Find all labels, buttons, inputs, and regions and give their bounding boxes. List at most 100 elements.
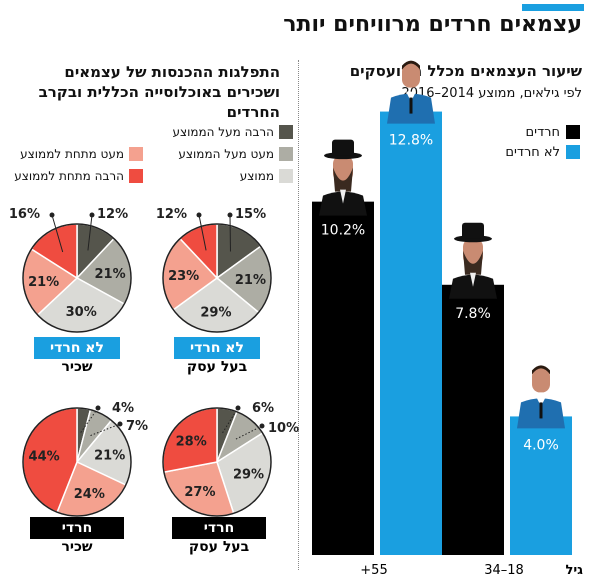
pie-chart: 21% 24% 44% 4% 7% [22, 401, 148, 517]
tie [409, 97, 413, 114]
pie-legend-label: ממוצע [239, 169, 274, 183]
tie [539, 402, 543, 419]
pie-slice-label: 21% [235, 273, 266, 288]
collar [536, 396, 546, 407]
pie-slice-label: 29% [200, 305, 231, 320]
legend-swatch-haredi [566, 125, 580, 139]
pie-title-line-1: התפלגות ההכנסות של עצמאים [64, 63, 280, 81]
legend-swatch-non-haredi [566, 145, 580, 159]
pie-slice-label: 21% [94, 449, 125, 464]
pie-slice-label: 16% [9, 207, 40, 222]
category-label: +55 [360, 563, 387, 577]
pie-legend-label: מעט מעל הממוצע [178, 147, 274, 161]
pie-chart: 21% 30% 21% 12% 16% [9, 207, 132, 333]
collar [470, 272, 476, 287]
face [333, 155, 353, 182]
pie-legend-swatch [279, 169, 293, 183]
pie-slice-label: 12% [156, 207, 187, 222]
pie-slice-label: 10% [268, 421, 299, 436]
pie-slice-label: 24% [74, 487, 105, 502]
pie-slice-label: 12% [97, 207, 128, 222]
pie-outline [162, 223, 272, 333]
bar-value-label: 12.8% [389, 133, 433, 149]
pie-slice-label: 15% [235, 207, 266, 222]
callout-line [222, 407, 239, 434]
pie-chart: 21% 29% 23% 15% 12% [156, 207, 272, 333]
group-badge-haredi-employee: חרדי [30, 517, 124, 539]
callout-line [235, 425, 263, 440]
callout-line [51, 214, 64, 253]
callout-dot [89, 212, 95, 218]
panel-divider [298, 60, 299, 570]
hair [402, 60, 420, 70]
group-badge-non-haredi-employee: לא חרדי [34, 337, 120, 359]
pie-outline [22, 407, 132, 517]
bar-haredi [312, 201, 374, 555]
group-label-business: בעל עסק [186, 359, 248, 375]
callout-dot [117, 421, 123, 427]
legend-label-haredi: חרדים [525, 124, 560, 140]
pie-legend-item-slightly-below: מעט מתחת לממוצע [20, 147, 143, 161]
legend-label-non-haredi: לא חרדים [505, 144, 560, 160]
callout-dot [196, 212, 202, 218]
pie-slice-label: 28% [176, 435, 207, 450]
group-badge-haredi-business: חרדי [172, 517, 266, 539]
callout-dot [95, 405, 101, 411]
callout-line [80, 407, 99, 433]
legend-item-non-haredi: לא חרדים [505, 142, 580, 162]
pie-slice-label: 4% [112, 401, 134, 416]
pie-slice-label: 27% [184, 485, 215, 500]
callout-line [198, 214, 207, 251]
secular-man-icon [517, 365, 565, 429]
face [463, 238, 483, 265]
callout-dot [227, 212, 233, 218]
group-badge-non-haredi-business: לא חרדי [174, 337, 260, 359]
bar-haredi [442, 284, 504, 555]
pie-slice-label: 7% [126, 419, 148, 434]
pie-title-line-2: ושכירים באוכלוסייה הכללית ובקרב [38, 83, 280, 101]
pie-slice-label: 6% [252, 401, 274, 416]
callout-dot [49, 212, 55, 218]
hat-crown [332, 139, 354, 156]
hair [532, 365, 550, 375]
collar [406, 91, 416, 102]
pie-slice-label: 30% [66, 305, 97, 320]
pie-slice-label: 21% [28, 275, 59, 290]
bar-value-label: 10.2% [321, 223, 365, 239]
hat-crown [462, 222, 484, 239]
pie-legend-label: מעט מתחת לממוצע [20, 147, 124, 161]
pie-legend-item-much-below: הרבה מתחת לממוצע [14, 169, 143, 183]
pie-slice-label: 44% [29, 450, 60, 465]
haredi-man-icon [319, 139, 367, 216]
axis-title: גיל [565, 563, 583, 577]
group-label-employee: שכיר [61, 539, 93, 555]
pie-chart: 29% 27% 28% 6% 10% [162, 401, 299, 517]
pie-legend-swatch [279, 147, 293, 161]
group-label-business: בעל עסק [188, 539, 250, 555]
haredi-man-icon [449, 222, 497, 299]
callout-dot [235, 405, 241, 411]
pie-slice-label: 21% [95, 267, 126, 282]
bar-value-label: 7.8% [455, 306, 491, 322]
bar-legend: חרדים לא חרדים [505, 122, 580, 162]
pie-legend-label: הרבה מתחת לממוצע [14, 169, 124, 183]
group-label-employee: שכיר [61, 359, 93, 375]
pie-legend-swatch [279, 125, 293, 139]
pie-legend-item-much-above: הרבה מעל הממוצע [172, 125, 293, 139]
pie-outline [162, 407, 272, 517]
face [532, 368, 550, 393]
pie-legend-item-slightly-above: מעט מעל הממוצע [178, 147, 293, 161]
pie-outline [22, 223, 132, 333]
bar-non-haredi [510, 416, 572, 555]
bar-non-haredi [380, 111, 442, 556]
pie-slice-label: 29% [233, 467, 264, 482]
accent-bar [522, 4, 584, 11]
pie-panel-title: התפלגות ההכנסות של עצמאים ושכירים באוכלו… [5, 62, 280, 122]
page-title: עצמאים חרדים מרוויחים יותר [283, 12, 582, 37]
pie-title-line-3: החרדים [226, 103, 280, 121]
legend-item-haredi: חרדים [505, 122, 580, 142]
face [402, 63, 420, 88]
callout-line [87, 214, 93, 251]
category-label: 34–18 [484, 563, 524, 577]
